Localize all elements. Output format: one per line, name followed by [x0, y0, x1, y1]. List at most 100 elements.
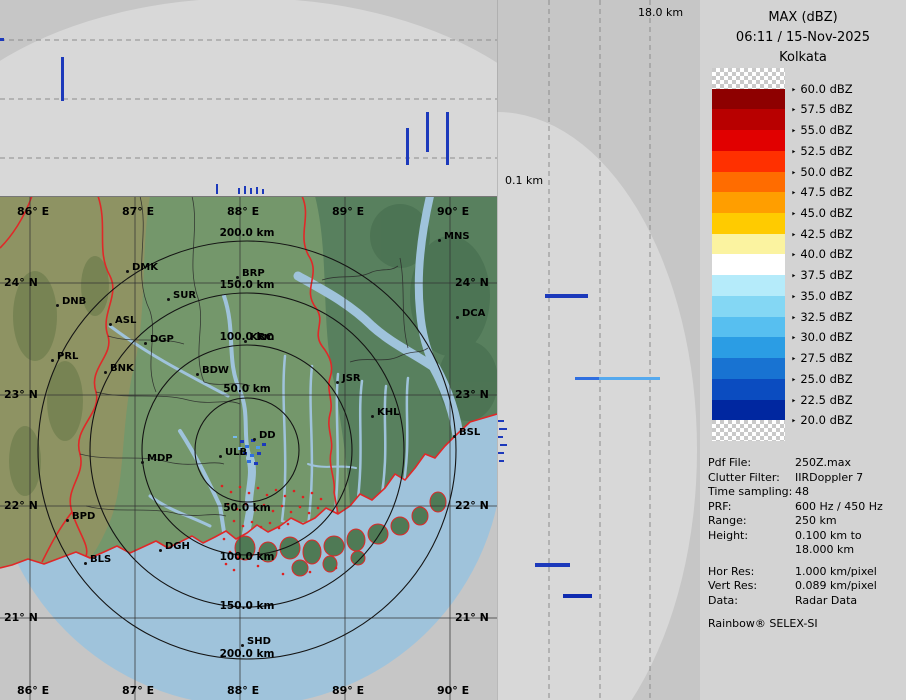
level-tick-icon: ‣	[791, 397, 796, 407]
level-tick-icon: ‣	[791, 86, 796, 96]
info-row: Range:250 km	[708, 514, 904, 529]
color-scale: ‣60.0 dBZ‣57.5 dBZ‣55.0 dBZ‣52.5 dBZ‣50.…	[712, 68, 904, 448]
longitude-label: 89° E	[332, 684, 364, 697]
scale-value-text: 42.5 dBZ	[800, 227, 852, 241]
city-dot-icon	[196, 373, 199, 376]
longitude-label: 89° E	[332, 205, 364, 218]
info-value: 250 km	[795, 514, 837, 529]
latitude-label: 23° N	[4, 388, 38, 401]
city-dot-icon	[51, 359, 54, 362]
longitude-label: 86° E	[17, 205, 49, 218]
range-ring-label: 50.0 km	[223, 383, 271, 395]
level-tick-icon: ‣	[791, 127, 796, 137]
city-name-label: DMK	[132, 262, 158, 273]
city-dot-icon	[56, 304, 59, 307]
legend-color-band	[712, 130, 785, 151]
legend-header: MAX (dBZ) 06:11 / 15-Nov-2025 Kolkata	[700, 8, 906, 68]
scale-value-label: ‣52.5 dBZ	[791, 144, 853, 160]
info-key: Hor Res:	[708, 565, 795, 580]
latitude-label: 23° N	[455, 388, 489, 401]
longitude-label: 87° E	[122, 205, 154, 218]
product-title: MAX (dBZ)	[700, 8, 906, 28]
legend-color-band	[712, 151, 785, 172]
info-value: IIRDoppler 7	[795, 471, 863, 486]
legend-color-band	[712, 68, 785, 89]
city-name-label: BDW	[202, 365, 229, 376]
city-name-label: JSR	[342, 373, 361, 384]
city-name-label: BPD	[72, 511, 95, 522]
city-dot-icon	[453, 435, 456, 438]
range-ring-label: 200.0 km	[220, 227, 275, 239]
height-profile-top-panel	[0, 0, 497, 196]
level-tick-icon: ‣	[791, 355, 796, 365]
info-key: Time sampling:	[708, 485, 795, 500]
info-row: Clutter Filter:IIRDoppler 7	[708, 471, 904, 486]
legend-color-band	[712, 400, 785, 421]
info-value: 600 Hz / 450 Hz	[795, 500, 883, 515]
scale-value-text: 20.0 dBZ	[800, 413, 852, 427]
city-dot-icon	[159, 549, 162, 552]
legend-color-band	[712, 254, 785, 275]
info-value: 18.000 km	[795, 543, 854, 558]
scale-value-label: ‣27.5 dBZ	[791, 351, 853, 367]
info-row: Hor Res:1.000 km/pixel	[708, 565, 904, 580]
city-name-label: ULB	[225, 447, 247, 458]
longitude-label: 87° E	[122, 684, 154, 697]
legend-color-band	[712, 358, 785, 379]
product-info-rows: Pdf File:250Z.maxClutter Filter:IIRDoppl…	[708, 456, 904, 608]
scale-value-label: ‣ 20.0 dBZ	[791, 413, 853, 429]
level-tick-icon: ‣	[791, 210, 796, 220]
legend-color-band	[712, 192, 785, 213]
legend-color-band	[712, 109, 785, 130]
longitude-label: 86° E	[17, 684, 49, 697]
scale-value-label: ‣45.0 dBZ	[791, 206, 853, 222]
info-key: PRF:	[708, 500, 795, 515]
city-dot-icon	[456, 316, 459, 319]
longitude-label: 90° E	[437, 205, 469, 218]
map-label-overlay: 86° E86° E87° E87° E88° E88° E89° E89° E…	[0, 196, 497, 700]
range-ring-label: 150.0 km	[220, 600, 275, 612]
info-value: 250Z.max	[795, 456, 851, 471]
info-row: Data:Radar Data	[708, 594, 904, 609]
range-ring-label: 200.0 km	[220, 648, 275, 660]
scale-value-text: 25.0 dBZ	[800, 372, 852, 386]
scale-value-text: 47.5 dBZ	[800, 185, 852, 199]
city-name-label: BNK	[110, 363, 134, 374]
info-row: Vert Res:0.089 km/pixel	[708, 579, 904, 594]
scale-value-text: 60.0 dBZ	[800, 82, 852, 96]
scale-value-text: 32.5 dBZ	[800, 310, 852, 324]
scale-value-label: ‣ 30.0 dBZ	[791, 330, 853, 346]
info-key: Pdf File:	[708, 456, 795, 471]
legend-color-band	[712, 213, 785, 234]
product-timestamp: 06:11 / 15-Nov-2025	[700, 28, 906, 48]
legend-color-band	[712, 317, 785, 338]
city-name-label: DD	[259, 430, 276, 441]
scale-value-label: ‣47.5 dBZ	[791, 185, 853, 201]
info-key	[708, 543, 795, 558]
city-dot-icon	[144, 342, 147, 345]
scale-value-text: 30.0 dBZ	[800, 330, 852, 344]
height-axis-min-label: 0.1 km	[505, 174, 543, 187]
scale-value-text: 52.5 dBZ	[800, 144, 852, 158]
level-tick-icon: ‣	[791, 169, 796, 179]
latitude-label: 22° N	[4, 499, 38, 512]
level-tick-icon: ‣	[791, 334, 796, 344]
level-tick-icon: ‣	[791, 417, 796, 427]
latitude-label: 22° N	[455, 499, 489, 512]
beam-coverage-envelope	[0, 0, 497, 196]
longitude-label: 90° E	[437, 684, 469, 697]
city-name-label: KHL	[377, 407, 400, 418]
info-value: 48	[795, 485, 809, 500]
scale-value-label: ‣40.0 dBZ	[791, 247, 853, 263]
city-dot-icon	[141, 461, 144, 464]
station-name: Kolkata	[700, 48, 906, 68]
legend-color-band	[712, 296, 785, 317]
city-dot-icon	[336, 381, 339, 384]
legend-panel: MAX (dBZ) 06:11 / 15-Nov-2025 Kolkata ‣ 6…	[700, 0, 906, 700]
latitude-label: 24° N	[455, 276, 489, 289]
city-dot-icon	[109, 323, 112, 326]
scale-value-label: ‣32.5 dBZ	[791, 310, 853, 326]
legend-color-band	[712, 379, 785, 400]
scale-value-text: 35.0 dBZ	[800, 289, 852, 303]
latitude-label: 24° N	[4, 276, 38, 289]
